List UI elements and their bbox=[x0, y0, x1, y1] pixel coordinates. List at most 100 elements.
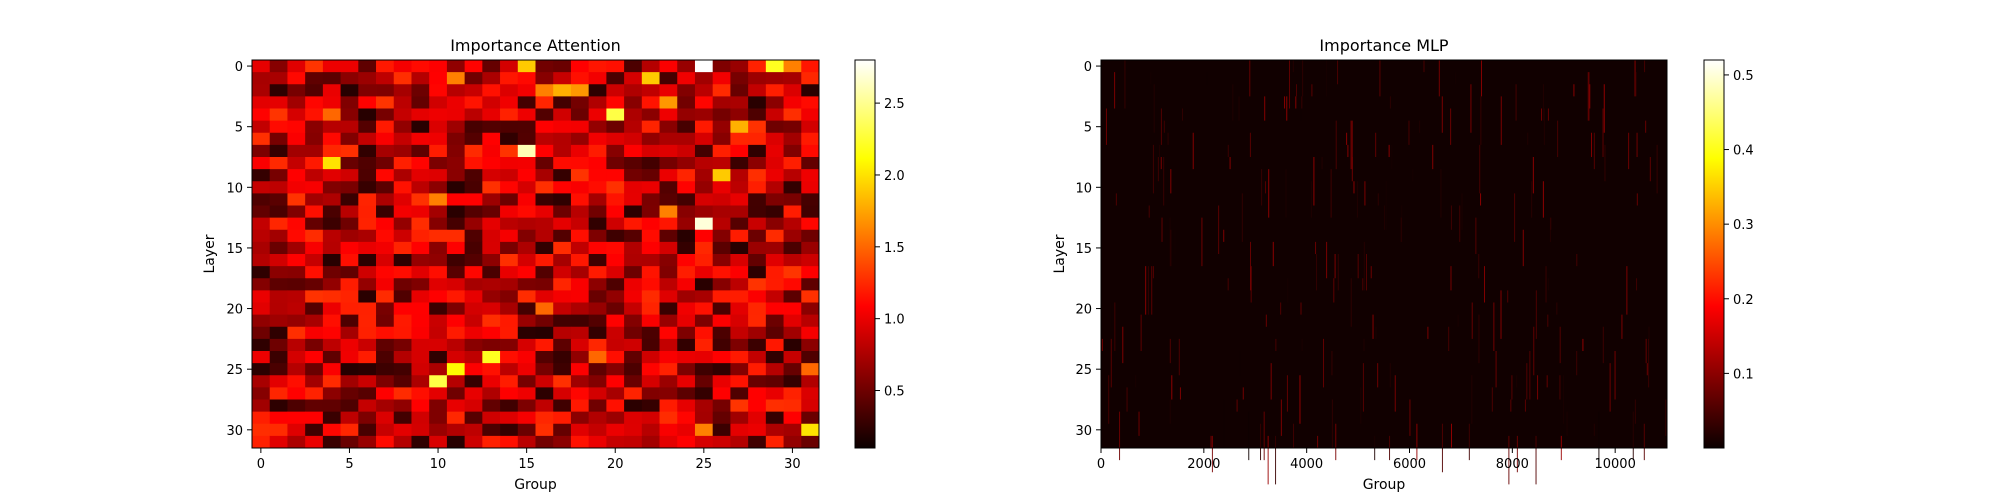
attention-cell bbox=[269, 205, 288, 219]
attention-cell bbox=[624, 181, 643, 194]
attention-cell bbox=[340, 96, 359, 109]
attention-cell bbox=[411, 338, 430, 352]
mlp-cell bbox=[1516, 375, 1518, 388]
attention-cell bbox=[446, 217, 466, 231]
attention-cell bbox=[517, 241, 536, 255]
attention-cell bbox=[553, 326, 572, 340]
attention-cell bbox=[694, 435, 714, 449]
attention-cell bbox=[393, 266, 412, 279]
mlp-cells bbox=[1101, 60, 1667, 485]
attention-cell bbox=[340, 60, 359, 73]
mlp-cell bbox=[1275, 338, 1277, 352]
attention-cell bbox=[482, 375, 501, 388]
attention-cell bbox=[376, 375, 395, 388]
attention-cell bbox=[535, 326, 554, 340]
attention-cell bbox=[393, 120, 412, 134]
attention-cell bbox=[482, 290, 501, 303]
attention-cell bbox=[801, 411, 820, 425]
attention-cell bbox=[305, 193, 324, 206]
mlp-cell bbox=[1170, 229, 1172, 267]
attention-cell bbox=[517, 193, 536, 206]
mlp-cell bbox=[1159, 144, 1160, 158]
attention-cell bbox=[588, 157, 607, 170]
attention-cell bbox=[641, 290, 660, 303]
attention-cell bbox=[429, 314, 448, 328]
mlp-cell bbox=[1448, 326, 1450, 351]
attention-cell bbox=[500, 229, 519, 243]
mlp-cell bbox=[1609, 363, 1611, 412]
attention-cell bbox=[322, 278, 341, 291]
attention-cell bbox=[287, 326, 306, 340]
attention-cell bbox=[287, 132, 306, 146]
attention-cell bbox=[765, 338, 784, 352]
attention-cell bbox=[340, 338, 359, 352]
attention-cell bbox=[588, 205, 607, 219]
mlp-cell bbox=[1145, 266, 1147, 315]
mlp-cell bbox=[1248, 411, 1250, 461]
attention-cell bbox=[252, 205, 271, 219]
attention-cell bbox=[535, 254, 554, 267]
attention-cell bbox=[624, 338, 643, 352]
attention-cell bbox=[677, 157, 696, 170]
attention-cell bbox=[464, 338, 483, 352]
attention-cell bbox=[748, 181, 767, 194]
attention-cell bbox=[730, 423, 749, 437]
attention-cell bbox=[517, 229, 536, 243]
attention-cell bbox=[393, 435, 412, 449]
attention-cell bbox=[730, 193, 749, 206]
attention-cell bbox=[411, 144, 430, 158]
attention-cell bbox=[287, 181, 306, 194]
attention-cell bbox=[624, 351, 643, 364]
mlp-cell bbox=[1526, 363, 1528, 400]
mlp-cell bbox=[1351, 120, 1353, 170]
attention-x-tick-label: 30 bbox=[784, 457, 801, 472]
attention-cell bbox=[712, 363, 731, 376]
attention-cell bbox=[748, 241, 767, 255]
attention-cell bbox=[535, 72, 554, 85]
attention-cell bbox=[305, 120, 324, 134]
mlp-cell bbox=[1529, 351, 1531, 400]
attention-cell bbox=[606, 108, 625, 122]
attention-cell bbox=[659, 266, 678, 279]
attention-cell bbox=[748, 387, 767, 400]
mlp-x-tick-label: 0 bbox=[1097, 457, 1105, 472]
attention-cell bbox=[588, 351, 607, 364]
attention-cell bbox=[765, 120, 784, 134]
attention-cell bbox=[429, 399, 448, 413]
mlp-cell bbox=[1524, 399, 1526, 412]
attention-cell bbox=[570, 157, 590, 170]
attention-cell bbox=[269, 302, 288, 316]
attention-cell bbox=[641, 193, 660, 206]
attention-cell bbox=[659, 254, 678, 267]
attention-cell bbox=[659, 278, 678, 291]
attention-cell bbox=[553, 72, 572, 85]
attention-cell bbox=[287, 423, 306, 437]
attention-cell bbox=[606, 120, 625, 134]
attention-cell bbox=[748, 278, 767, 291]
attention-cell bbox=[553, 241, 572, 255]
mlp-cell bbox=[1110, 302, 1112, 327]
attention-cell bbox=[694, 60, 714, 73]
attention-cell bbox=[411, 96, 430, 109]
attention-cell bbox=[500, 326, 519, 340]
attention-cell bbox=[393, 205, 412, 219]
mlp-cell bbox=[1582, 338, 1584, 352]
attention-cell bbox=[482, 205, 501, 219]
attention-cell bbox=[340, 169, 359, 182]
attention-cell bbox=[783, 314, 802, 328]
attention-cell bbox=[446, 181, 466, 194]
attention-cell bbox=[641, 314, 660, 328]
attention-cell bbox=[553, 375, 572, 388]
mlp-cell bbox=[1301, 96, 1303, 109]
attention-cell bbox=[482, 72, 501, 85]
attention-cell bbox=[287, 363, 306, 376]
mlp-cell bbox=[1508, 435, 1510, 485]
mlp-cell bbox=[1285, 169, 1287, 218]
attention-cell bbox=[570, 84, 590, 97]
attention-cell bbox=[446, 387, 466, 400]
attention-cell bbox=[677, 423, 696, 437]
attention-cell bbox=[553, 411, 572, 425]
attention-cell bbox=[730, 60, 749, 73]
attention-cell bbox=[659, 217, 678, 231]
attention-cell bbox=[322, 254, 341, 267]
